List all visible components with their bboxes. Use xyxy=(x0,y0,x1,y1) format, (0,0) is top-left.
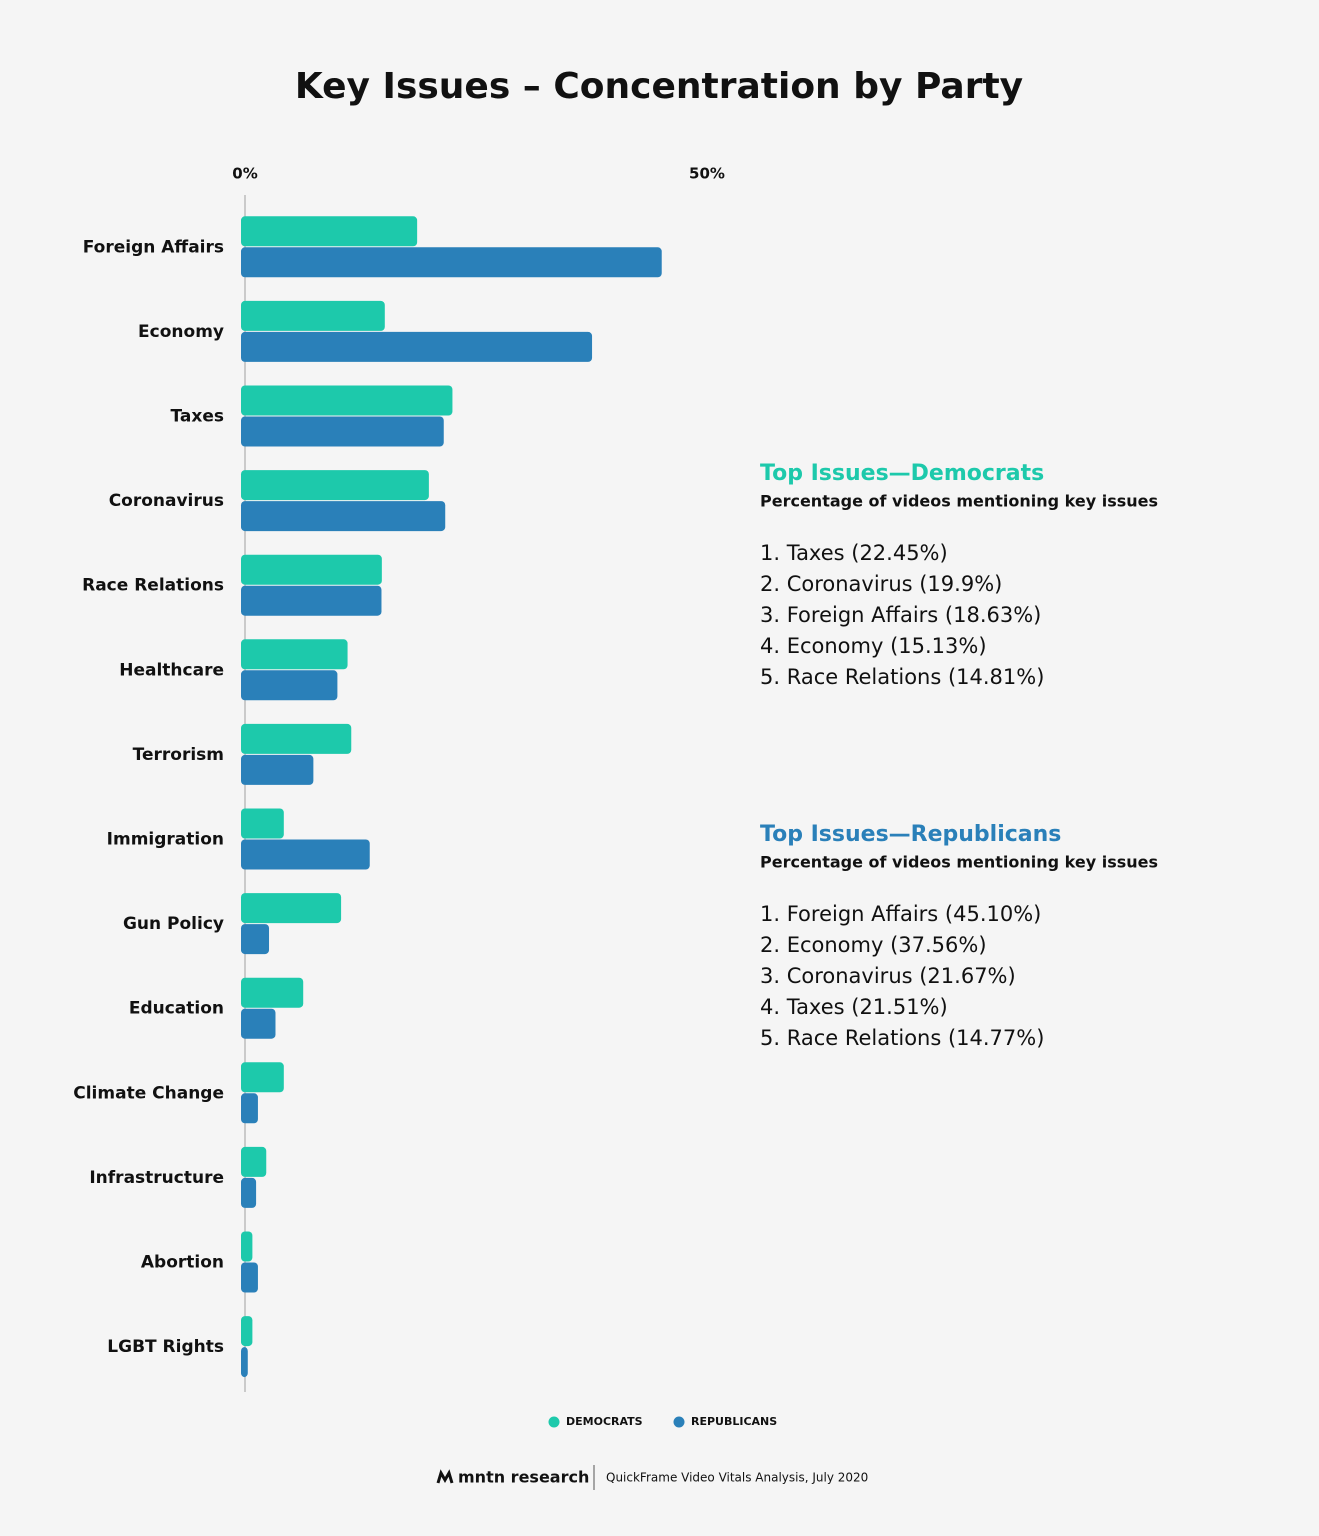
chart-title: Key Issues – Concentration by Party xyxy=(295,66,1023,107)
panel-subheading: Percentage of videos mentioning key issu… xyxy=(760,492,1158,511)
bar xyxy=(241,1008,276,1039)
panel-item: 1. Foreign Affairs (45.10%) xyxy=(760,902,1041,926)
bar xyxy=(241,808,284,839)
brand-logo xyxy=(436,1469,454,1484)
bar xyxy=(241,501,446,532)
y-tick-label: Terrorism xyxy=(133,745,224,765)
panel-subheading: Percentage of videos mentioning key issu… xyxy=(760,853,1158,872)
y-tick-label: Climate Change xyxy=(73,1083,224,1103)
panel-item: 4. Economy (15.13%) xyxy=(760,634,987,658)
bar xyxy=(241,216,418,247)
y-tick-label: Healthcare xyxy=(119,660,224,680)
bar xyxy=(241,331,593,362)
bar xyxy=(241,839,370,870)
bar xyxy=(241,470,429,501)
y-tick-label: LGBT Rights xyxy=(107,1337,224,1357)
y-tick-label: Taxes xyxy=(171,407,225,427)
bar xyxy=(241,893,342,924)
legend-label: REPUBLICANS xyxy=(691,1415,777,1428)
panel-item: 5. Race Relations (14.81%) xyxy=(760,665,1044,689)
bar xyxy=(241,754,314,785)
panel-item: 2. Coronavirus (19.9%) xyxy=(760,572,1002,596)
bar xyxy=(241,670,338,701)
brand: mntn research xyxy=(458,1468,589,1487)
x-tick-label: 50% xyxy=(689,165,725,183)
legend-swatch xyxy=(673,1416,685,1428)
y-tick-label: Education xyxy=(129,999,224,1019)
bar xyxy=(241,385,453,416)
y-tick-label: Foreign Affairs xyxy=(83,237,224,257)
bar xyxy=(241,585,382,616)
bar xyxy=(241,1062,284,1093)
panel-item: 4. Taxes (21.51%) xyxy=(760,995,948,1019)
footer-source: QuickFrame Video Vitals Analysis, July 2… xyxy=(606,1471,868,1485)
legend-label: DEMOCRATS xyxy=(566,1415,643,1428)
panel-heading: Top Issues—Democrats xyxy=(760,461,1044,486)
bar xyxy=(241,1347,248,1378)
panel-item: 2. Economy (37.56%) xyxy=(760,933,987,957)
panel-item: 1. Taxes (22.45%) xyxy=(760,541,948,565)
bar xyxy=(241,300,385,331)
y-tick-label: Race Relations xyxy=(82,576,224,596)
y-tick-label: Infrastructure xyxy=(89,1168,224,1188)
bar xyxy=(241,1146,267,1177)
bar xyxy=(241,1231,253,1262)
bar xyxy=(241,723,352,754)
bar xyxy=(241,977,304,1008)
panel-item: 3. Coronavirus (21.67%) xyxy=(760,964,1016,988)
y-tick-label: Coronavirus xyxy=(109,491,224,511)
bar xyxy=(241,1262,258,1293)
y-tick-label: Immigration xyxy=(107,830,224,850)
x-tick-label: 0% xyxy=(232,165,257,183)
panel-heading: Top Issues—Republicans xyxy=(760,822,1061,847)
bar xyxy=(241,1177,257,1208)
bar xyxy=(241,247,662,278)
bar xyxy=(241,416,444,447)
legend-swatch xyxy=(548,1416,560,1428)
bar xyxy=(241,924,270,955)
bar xyxy=(241,1316,253,1347)
y-tick-label: Gun Policy xyxy=(123,914,224,934)
panel-item: 5. Race Relations (14.77%) xyxy=(760,1026,1044,1050)
bar xyxy=(241,554,382,585)
y-tick-label: Economy xyxy=(138,322,224,342)
bar xyxy=(241,639,348,670)
panel-item: 3. Foreign Affairs (18.63%) xyxy=(760,603,1041,627)
bar xyxy=(241,1093,258,1124)
y-tick-label: Abortion xyxy=(141,1253,224,1273)
